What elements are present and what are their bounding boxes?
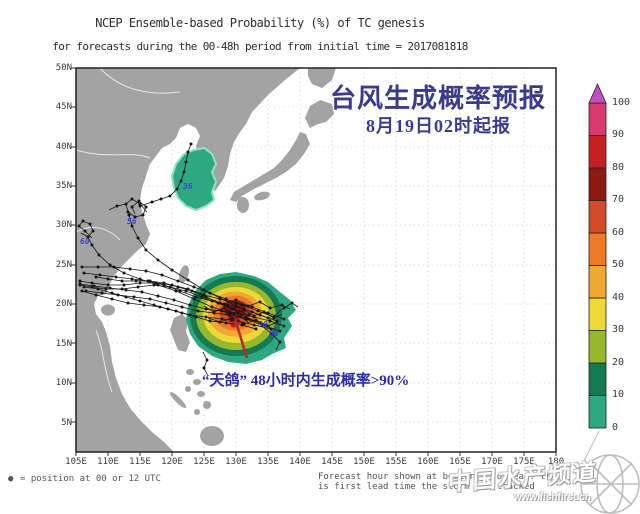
hour-label-36: 36 [183,182,193,191]
legend-right-line1: Forecast hour shown at beginning of ea-.… [318,472,568,482]
xtick-125e: 125E [193,457,215,467]
xtick-105e: 105E [65,457,87,467]
xtick-130e: 130E [225,457,247,467]
ytick-20n: 20N [55,299,72,309]
ytick-30n: 30N [55,220,72,230]
annotation-arrow [233,318,249,359]
ytick-35n: 35N [55,181,72,191]
cbar-label-60: 60 [612,227,625,238]
cn-subtitle: 8月19日02时起报 [366,116,511,136]
cbar-label-50: 50 [612,259,625,270]
xtick-145e: 145E [321,457,343,467]
legend-right-line2: is first lead time the storm was tracked [318,482,535,492]
hour-label-00b: 00 [269,329,279,338]
borneo-edge [76,424,168,452]
watermark-globe-icon [579,430,640,514]
cbar-label-40: 40 [612,292,625,303]
asia-landmass [76,68,300,452]
colorbar-arrow-icon [588,83,607,104]
ytick-50n: 50N [55,63,72,73]
hour-label-56: 56 [127,217,137,226]
xtick-110e: 110E [97,457,119,467]
shikoku [254,191,270,201]
palawan [169,391,187,409]
xtick-180: 180 [547,457,565,467]
cbar-label-20: 20 [612,357,625,368]
ytick-10n: 10N [55,378,72,388]
chart-title: NCEP Ensemble-based Probability (%) of T… [95,16,425,30]
ytick-15n: 15N [55,339,72,349]
cbar-label-10: 10 [612,389,625,400]
ytick-45n: 45N [55,102,72,112]
genesis-annotation: “天鸽” 48小时内生成概率>90% [202,373,410,389]
xtick-150e: 150E [353,457,375,467]
cbar-label-90: 90 [612,129,625,140]
cbar-label-0: 0 [612,422,619,433]
chart-subtitle: for forecasts during the 00-48h period f… [52,40,468,53]
hokkaido [305,100,334,128]
hour-label-00a: 00 [258,320,268,329]
mindanao [200,426,224,446]
xtick-140e: 140E [289,457,311,467]
cn-title: 台风生成概率预报 [330,84,547,113]
xtick-120e: 120E [161,457,183,467]
sakhalin [308,68,336,88]
cbar-label-30: 30 [612,324,625,335]
hainan [101,304,115,316]
ensemble-tracks [77,142,299,377]
ytick-5n: 5N [61,418,72,428]
cbar-label-70: 70 [612,194,625,205]
xtick-170e: 170E [481,457,503,467]
axis-ticks [71,67,557,456]
honshu [230,132,310,202]
hour-label-60: 60 [80,237,90,246]
map-frame [75,67,557,453]
position-dot-icon: ● [8,474,14,484]
colorbar [588,83,607,429]
ytick-40n: 40N [55,142,72,152]
xtick-160e: 160E [417,457,439,467]
ytick-25n: 25N [55,260,72,270]
cbar-label-100: 100 [612,97,631,108]
xtick-115e: 115E [129,457,151,467]
watermark-url: www.fishfirst.cn [514,492,591,503]
xtick-135e: 135E [257,457,279,467]
cbar-label-80: 80 [612,162,625,173]
xtick-155e: 155E [385,457,407,467]
legend-left-text: = position at 00 or 12 UTC [20,474,161,484]
xtick-165e: 165E [449,457,471,467]
kyushu [237,197,249,213]
xtick-175e: 175E [513,457,535,467]
